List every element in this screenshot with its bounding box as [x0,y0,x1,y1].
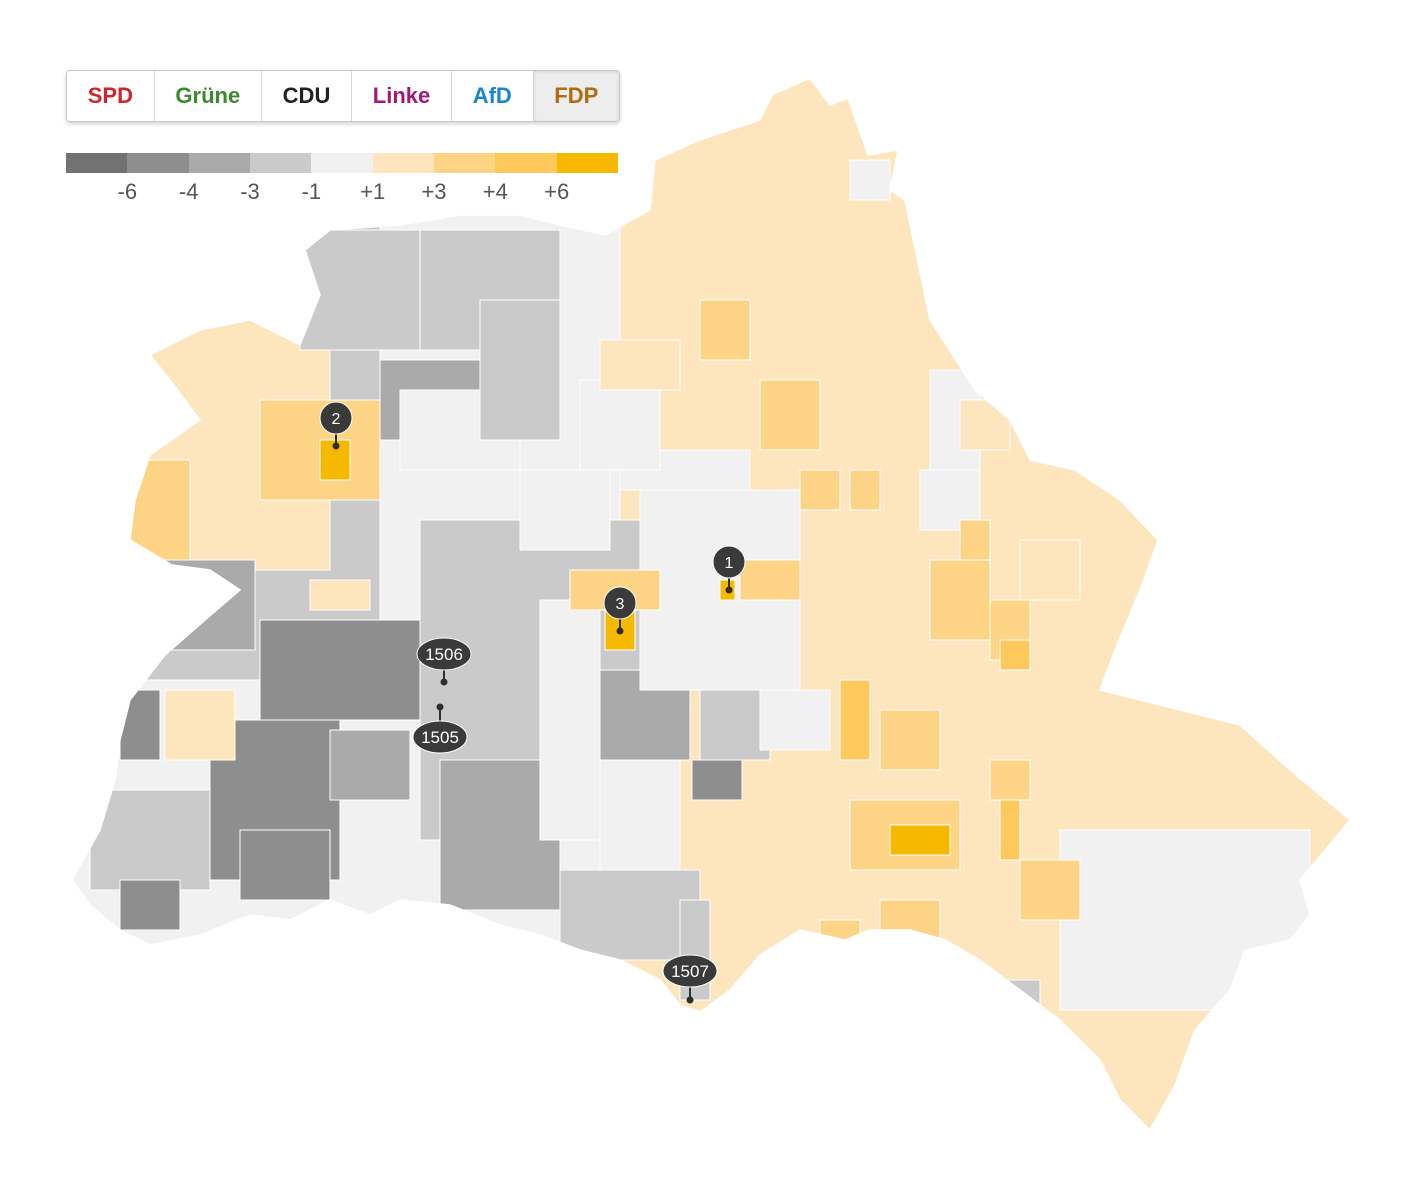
district-region[interactable] [164,559,256,651]
district-region[interactable] [1059,829,1311,1011]
district-region[interactable] [879,899,941,941]
legend-tick: +6 [544,179,570,204]
district-region[interactable] [259,619,421,721]
district-region[interactable] [739,559,801,601]
district-region[interactable] [1019,539,1081,601]
district-region[interactable] [879,709,941,771]
legend-swatch [433,153,496,173]
legend-tick-labels: -6 -4 -3 -1 +1 +3 +4 +6 [66,179,618,209]
district-region[interactable] [599,759,681,881]
legend-swatch [249,153,312,173]
marker-point [686,996,694,1004]
district-region[interactable] [329,729,411,801]
district-region[interactable] [759,689,831,751]
marker-point [725,586,733,594]
tab-gruene[interactable]: Grüne [154,71,262,121]
tab-linke[interactable]: Linke [352,71,452,121]
party-tabs: SPD Grüne CDU Linke AfD FDP [66,70,620,122]
marker-badge [319,401,353,435]
legend-swatch [66,153,128,173]
district-region[interactable] [89,789,211,891]
marker-point [616,627,624,635]
district-marker[interactable]: 1505 [412,703,468,754]
legend-swatch [556,153,618,173]
marker-point [332,442,340,450]
district-region[interactable] [309,579,371,611]
marker-label: 1507 [671,962,709,981]
district-region[interactable] [691,759,743,801]
district-region[interactable] [559,869,701,961]
marker-badge [662,954,718,988]
district-region[interactable] [889,824,951,856]
district-region[interactable] [989,759,1031,801]
district-region[interactable] [479,299,561,441]
district-region[interactable] [579,379,661,471]
marker-badge [603,586,637,620]
district-marker[interactable]: 2 [319,401,353,450]
marker-point [440,678,448,686]
marker-badge [412,720,468,754]
legend-tick: +4 [482,179,508,204]
district-region[interactable] [959,399,1011,451]
legend-tick: -6 [117,179,138,204]
marker-badge [416,637,472,671]
tab-fdp[interactable]: FDP [533,71,619,121]
city-boundary [71,77,1352,1132]
legend-tick: -3 [240,179,260,204]
tab-afd[interactable]: AfD [452,71,534,121]
district-region[interactable] [519,469,611,551]
district-region[interactable] [119,689,161,761]
marker-badge [712,545,746,579]
tab-spd[interactable]: SPD [67,71,155,121]
district-region[interactable] [839,679,871,761]
legend-tick: +3 [421,179,447,204]
district-region[interactable] [819,919,861,951]
district-region[interactable] [299,229,431,351]
district-marker[interactable]: 1 [712,545,746,594]
district-marker[interactable]: 3 [603,586,637,635]
district-region[interactable] [239,829,331,901]
legend-tick: -4 [178,179,199,204]
marker-label: 1505 [421,728,459,747]
district-region[interactable] [999,639,1031,671]
legend-swatch [311,153,373,173]
district-markers: 1 2 3 1506 1505 1507 [319,401,746,1004]
legend-swatch [188,153,250,173]
color-legend: -6 -4 -3 -1 +1 +3 +4 +6 [66,153,618,209]
marker-point [436,703,444,711]
district-region[interactable] [539,599,601,841]
district-region[interactable] [129,459,191,571]
marker-label: 1 [725,555,734,572]
district-region[interactable] [799,469,841,511]
district-region[interactable] [849,469,881,511]
district-region[interactable] [759,379,821,451]
district-region[interactable] [164,689,236,761]
district-region[interactable] [699,299,751,361]
district-marker[interactable]: 1507 [662,954,718,1004]
legend-swatch [495,153,557,173]
district-region[interactable] [599,339,681,391]
district-region[interactable] [929,559,991,641]
legend-swatch [127,153,189,173]
district-region[interactable] [119,879,181,931]
district-region[interactable] [959,519,991,561]
marker-label: 2 [332,411,341,428]
legend-swatch [372,153,434,173]
tab-cdu[interactable]: CDU [261,71,353,121]
district-region[interactable] [1019,859,1081,921]
legend-color-scale [66,153,618,173]
legend-tick: -1 [301,179,322,204]
marker-label: 1506 [425,645,463,664]
marker-label: 3 [616,596,625,613]
district-region[interactable] [849,159,891,201]
district-region[interactable] [999,799,1021,861]
district-marker[interactable]: 1506 [416,637,472,686]
legend-tick: +1 [360,179,386,204]
